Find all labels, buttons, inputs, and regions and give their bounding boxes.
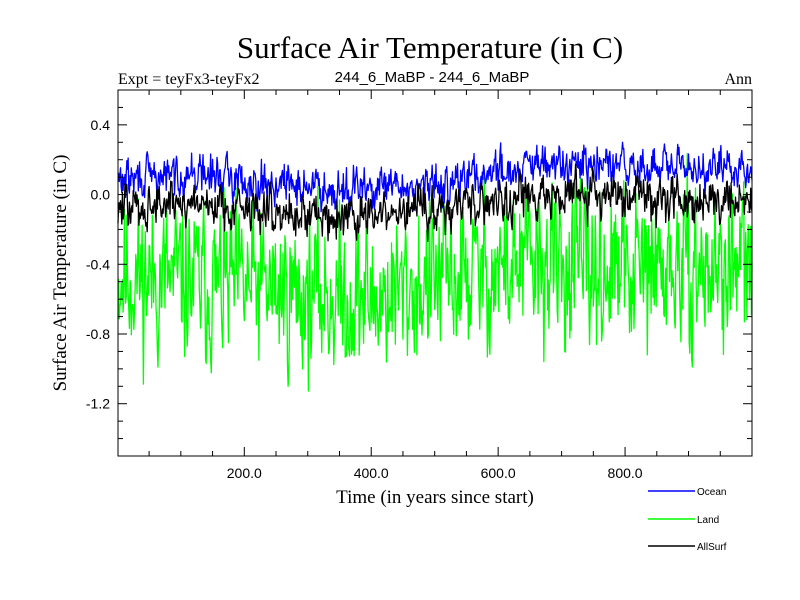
axis-layer: 0.4 0.0 -0.4 -0.8 -1.2 200.0 400.0 600.0 800.0 — [86, 89, 752, 481]
period-label: 244_6_MaBP - 244_6_MaBP — [335, 69, 530, 86]
chart-title: Surface Air Temperature (in C) — [237, 30, 623, 65]
y-tick-label: -1.2 — [86, 396, 110, 412]
legend-label-land: Land — [697, 515, 719, 526]
legend: Ocean Land AllSurf — [648, 487, 727, 553]
legend-label-ocean: Ocean — [697, 487, 726, 498]
y-tick-label: -0.4 — [86, 256, 110, 272]
legend-label-allsurf: AllSurf — [697, 542, 727, 553]
y-tick-label: 0.4 — [91, 117, 111, 133]
y-axis-label: Surface Air Temperature (in C) — [50, 155, 71, 392]
season-label: Ann — [724, 71, 752, 88]
y-tick-label: 0.0 — [91, 187, 111, 203]
series-line-ocean — [117, 141, 753, 213]
x-tick-label: 200.0 — [227, 465, 262, 481]
x-tick-label: 800.0 — [608, 465, 643, 481]
series-line-allsurf — [117, 163, 753, 242]
x-tick-label: 400.0 — [354, 465, 389, 481]
x-tick-label: 600.0 — [481, 465, 516, 481]
series-line-land — [117, 152, 753, 392]
experiment-label: Expt = teyFx3-teyFx2 — [118, 71, 259, 88]
series-layer — [117, 141, 753, 392]
x-axis-label: Time (in years since start) — [336, 487, 534, 508]
y-tick-label: -0.8 — [86, 326, 110, 342]
